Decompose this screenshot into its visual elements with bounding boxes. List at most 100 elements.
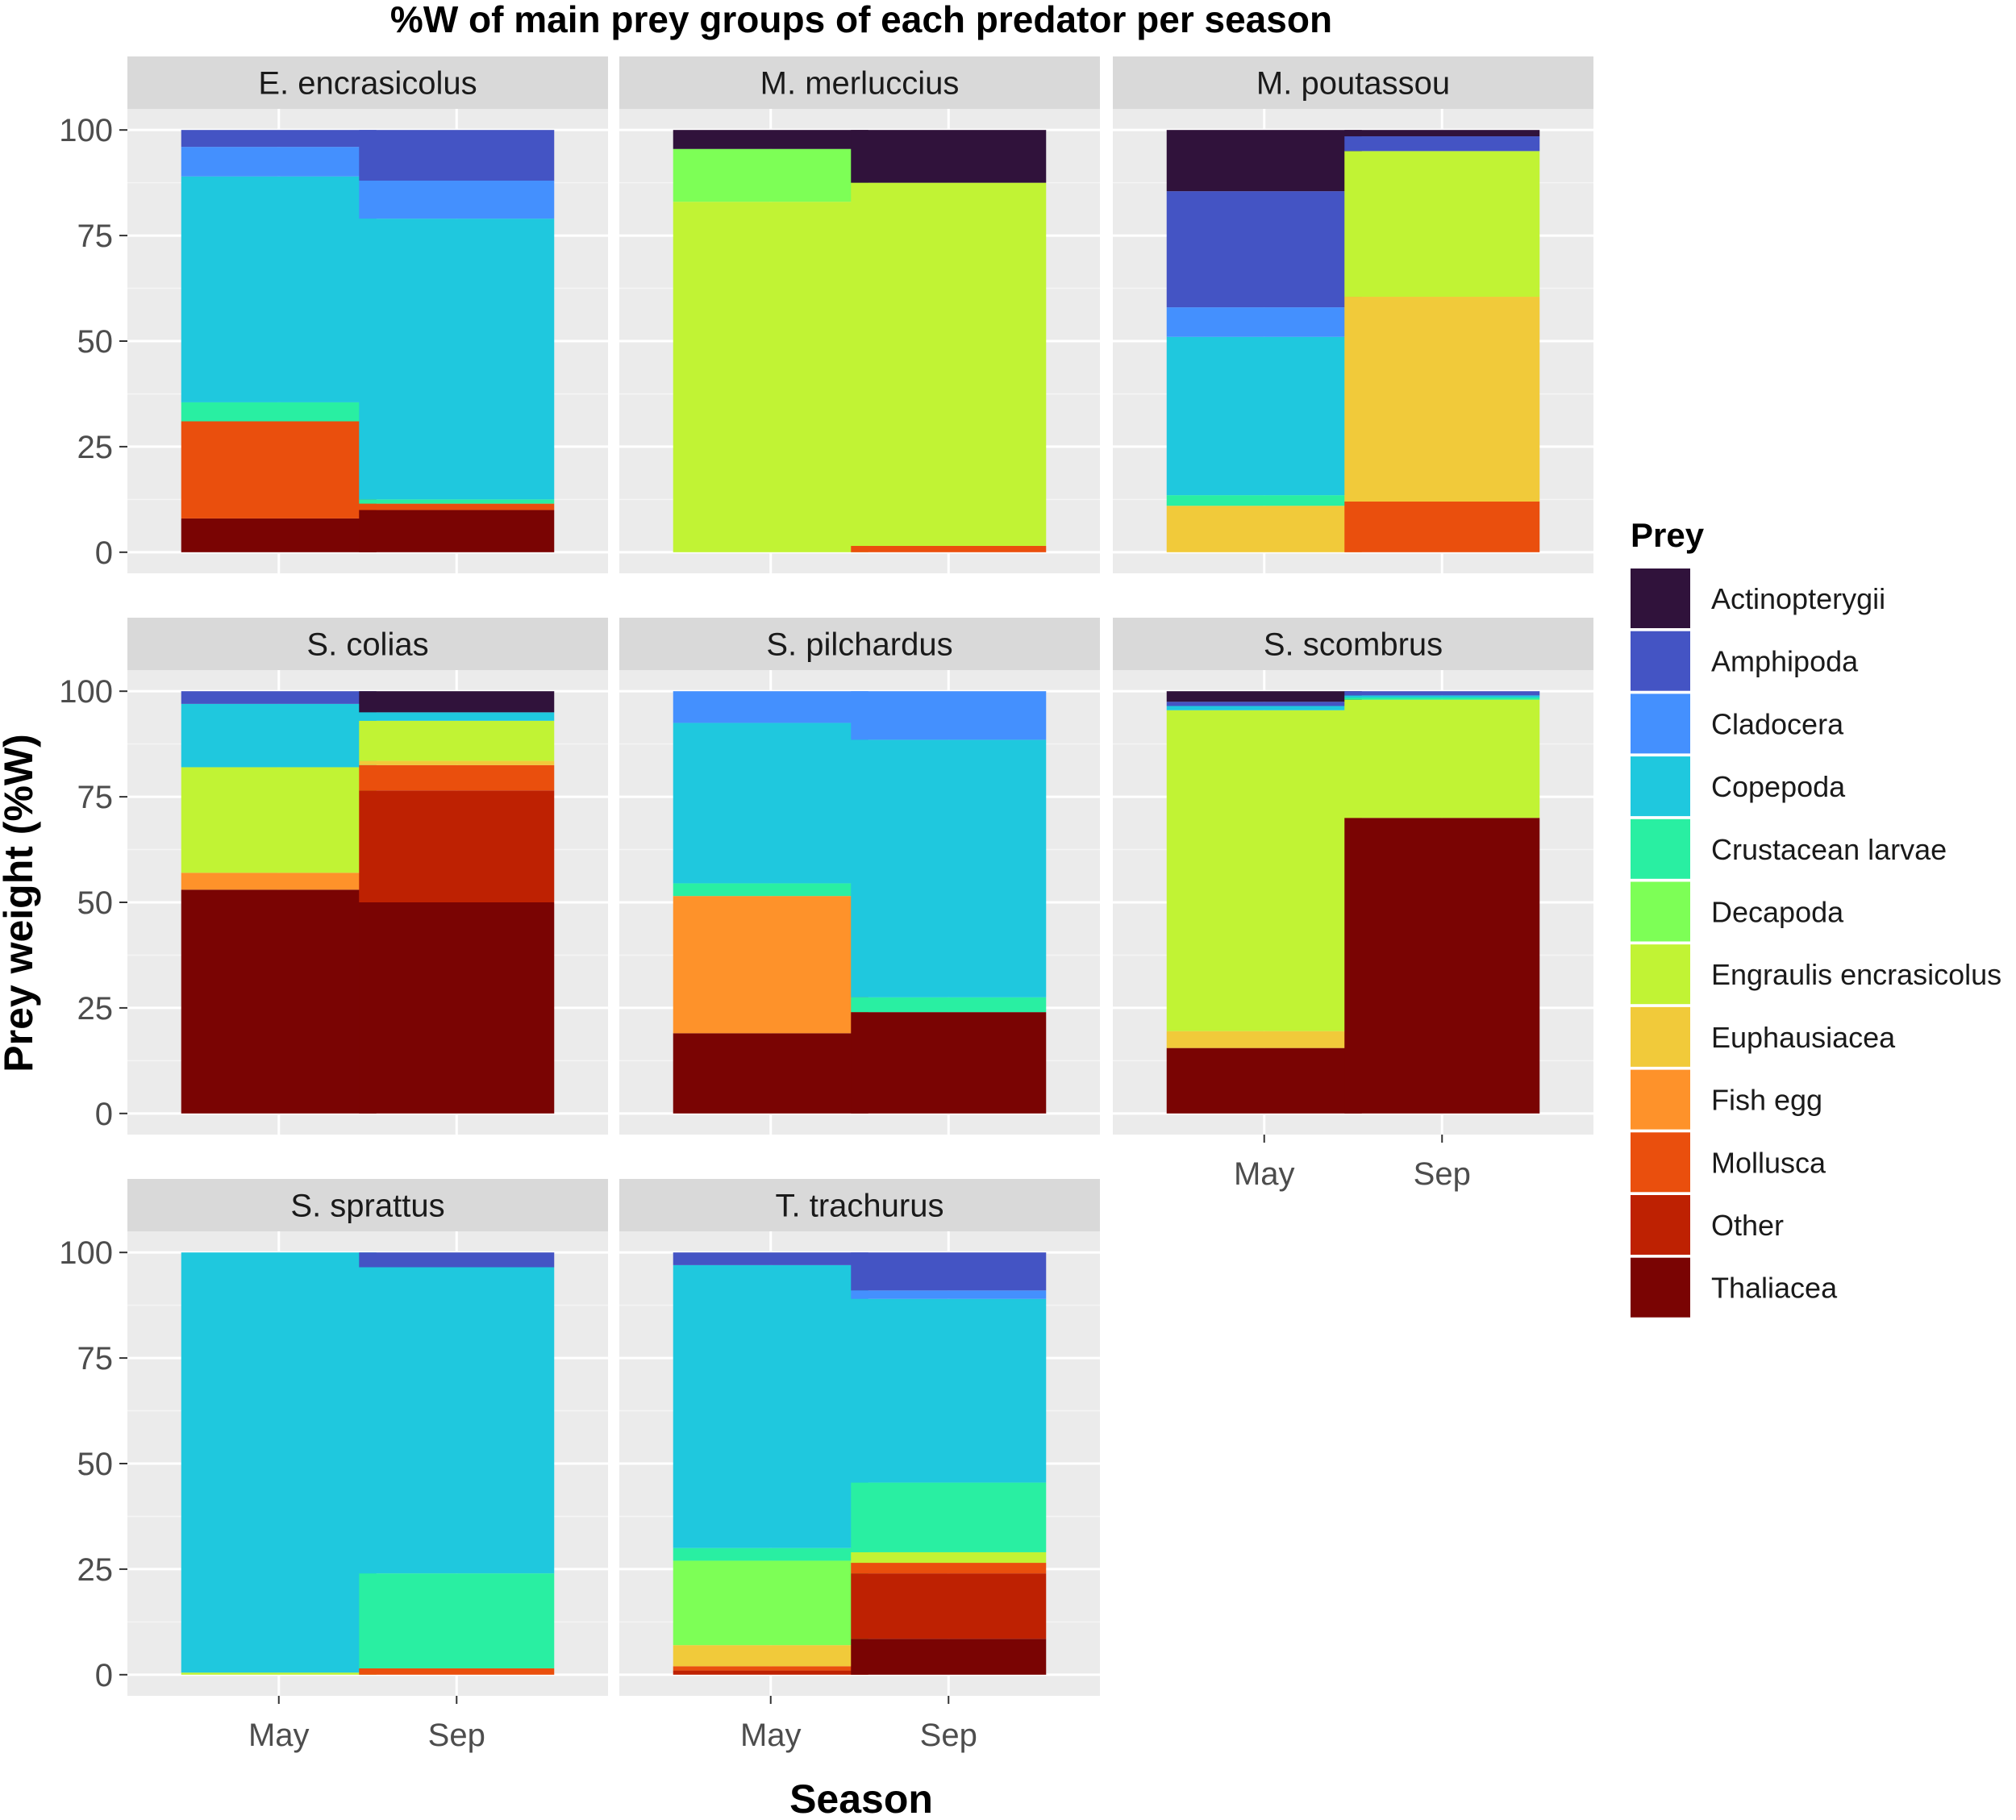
bar-segment-cladocera [359, 181, 555, 219]
x-tick-label: Sep [1414, 1156, 1471, 1192]
bar-may [181, 691, 377, 1114]
facet-strip-label: M. merluccius [760, 66, 960, 102]
bar-segment-cladocera [181, 147, 377, 177]
bar-segment-engraulis-encrasicolus [1344, 699, 1540, 818]
bar-segment-engraulis-encrasicolus [181, 767, 377, 873]
bar-segment-engraulis-encrasicolus [181, 1672, 377, 1675]
bar-segment-other [673, 1670, 868, 1675]
bar-segment-amphipoda [359, 130, 555, 181]
bar-segment-decapoda [673, 1560, 868, 1646]
bar-segment-copepoda [673, 1264, 868, 1548]
facet-strip-label: T. trachurus [776, 1189, 944, 1224]
x-tick-label: Sep [920, 1718, 977, 1753]
x-tick-label: May [740, 1718, 802, 1753]
bar-segment-copepoda [181, 703, 377, 768]
legend-label: Cladocera [1711, 707, 1844, 740]
facet-strip-label: E. encrasicolus [258, 66, 477, 102]
bar-sep [1344, 691, 1540, 1114]
bar-segment-thaliacea [851, 1639, 1047, 1675]
bar-segment-thaliacea [359, 902, 555, 1114]
legend-key [1631, 756, 1690, 817]
facet-strip-label: S. pilchardus [766, 627, 952, 663]
facet-strip [1113, 56, 1593, 109]
bar-segment-engraulis-encrasicolus [1344, 151, 1540, 298]
bar-segment-copepoda [181, 1252, 377, 1673]
legend-item-thaliacea: Thaliacea [1631, 1257, 1838, 1318]
bar-segment-mollusca [359, 764, 555, 791]
bar-segment-fish-egg [673, 896, 868, 1034]
bar-segment-other [851, 1573, 1047, 1639]
bar-segment-amphipoda [181, 691, 377, 704]
legend-item-engraulis-encrasicolus: Engraulis encrasicolus [1631, 944, 2001, 1005]
bar-segment-crustacean-larvae [851, 997, 1047, 1013]
y-tick-label: 75 [77, 1341, 114, 1376]
bar-segment-actinopterygii [359, 691, 555, 713]
bar-segment-copepoda [1166, 336, 1362, 496]
y-tick-label: 100 [59, 674, 113, 710]
facet-strip [619, 56, 1100, 109]
legend-item-fish-egg: Fish egg [1631, 1069, 1822, 1130]
bar-segment-mollusca [673, 1666, 868, 1671]
bar-segment-mollusca [359, 1668, 555, 1675]
facet-strip-label: M. poutassou [1256, 66, 1450, 102]
legend-item-crustacean-larvae: Crustacean larvae [1631, 818, 1947, 879]
bar-segment-thaliacea [181, 518, 377, 552]
bar-segment-crustacean-larvae [851, 1482, 1047, 1552]
legend-key [1631, 693, 1690, 754]
bar-segment-copepoda [851, 739, 1047, 997]
legend-key [1631, 1257, 1690, 1318]
legend-label: Other [1711, 1209, 1784, 1242]
bar-may [673, 130, 868, 552]
facet-strip-label: S. sprattus [290, 1189, 444, 1224]
legend-label: Engraulis encrasicolus [1711, 958, 2001, 991]
panel-s-sprattus: S. sprattus 0 25 50 75 100 May Sep [59, 1179, 608, 1753]
legend-label: Mollusca [1711, 1146, 1826, 1179]
bar-segment-amphipoda [1344, 136, 1540, 152]
legend-item-actinopterygii: Actinopterygii [1631, 568, 1885, 628]
bar-segment-mollusca [851, 1563, 1047, 1574]
x-tick-label: May [1234, 1156, 1295, 1192]
legend-item-decapoda: Decapoda [1631, 881, 1844, 942]
y-tick-label: 25 [77, 991, 114, 1027]
bar-sep [851, 691, 1047, 1114]
bar-sep [359, 130, 555, 552]
legend-key [1631, 818, 1690, 879]
bar-segment-copepoda [1344, 695, 1540, 698]
bar-segment-thaliacea [1344, 818, 1540, 1114]
legend-label: Amphipoda [1711, 645, 1859, 678]
legend-item-copepoda: Copepoda [1631, 756, 1846, 817]
bar-segment-thaliacea [359, 510, 555, 552]
bar-segment-fish-egg [181, 873, 377, 890]
bar-segment-euphausiacea [359, 760, 555, 765]
bar-segment-cladocera [673, 691, 868, 723]
legend-key [1631, 881, 1690, 942]
bar-segment-engraulis-encrasicolus [673, 202, 868, 552]
panel-t-trachurus: T. trachurus May Sep [619, 1179, 1100, 1753]
y-tick-label: 100 [59, 113, 113, 148]
bar-may [673, 691, 868, 1114]
legend-label: Thaliacea [1711, 1272, 1838, 1305]
bar-segment-amphipoda [673, 1252, 868, 1265]
legend-key [1631, 631, 1690, 691]
bar-segment-thaliacea [851, 1012, 1047, 1114]
legend-label: Euphausiacea [1711, 1021, 1896, 1054]
facet-strip [127, 1179, 608, 1231]
y-tick-label: 25 [77, 1552, 114, 1588]
facet-panels: E. encrasicolus 0 25 50 75 100 M. merluccius M.… [59, 56, 1593, 1753]
panel-s-pilchardus: S. pilchardus [619, 618, 1100, 1135]
facet-strip [127, 56, 608, 109]
bar-segment-crustacean-larvae [673, 1547, 868, 1561]
bar-segment-engraulis-encrasicolus [851, 1551, 1047, 1564]
x-tick-label: May [248, 1718, 310, 1753]
bar-segment-mollusca [359, 503, 555, 510]
y-tick-label: 0 [95, 1658, 113, 1693]
y-tick-label: 100 [59, 1235, 113, 1271]
bar-segment-actinopterygii [1166, 691, 1362, 702]
bar-segment-amphipoda [181, 130, 377, 148]
bar-sep [851, 1252, 1047, 1675]
bar-segment-actinopterygii [1344, 130, 1540, 137]
bar-segment-euphausiacea [1166, 506, 1362, 552]
bar-segment-cladocera [851, 1290, 1047, 1299]
bar-sep [359, 691, 555, 1114]
bar-segment-copepoda [359, 712, 555, 721]
